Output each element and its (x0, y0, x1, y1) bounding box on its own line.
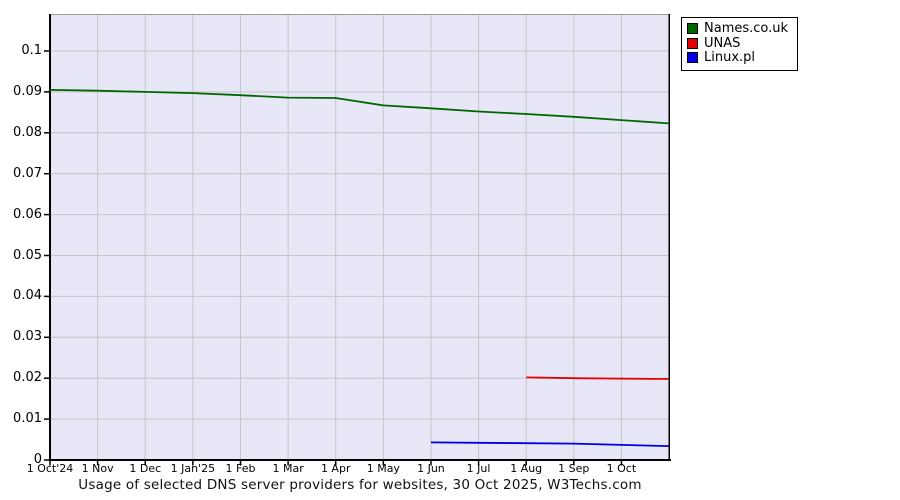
x-axis-tick-label: 1 Jun (417, 462, 445, 475)
y-axis-tick-label: 0.05 (13, 247, 42, 263)
x-axis-tick-label: 1 Oct (606, 462, 637, 475)
y-axis-tick-label: 0.07 (13, 165, 42, 181)
series-line-unas (526, 376, 670, 380)
x-axis-tick-label: 1 Mar (272, 462, 304, 475)
y-axis-tick-label: 0.06 (13, 206, 42, 222)
chart-title: Usage of selected DNS server providers f… (78, 477, 642, 493)
legend-item: Linux.pl (687, 51, 788, 65)
y-axis-tick-label: 0 (33, 452, 42, 467)
legend-label: Names.co.uk (704, 21, 789, 36)
legend-swatch-icon (687, 23, 698, 35)
legend-swatch-icon (687, 52, 698, 64)
y-axis-tick-label: 0.09 (13, 83, 42, 99)
series-line-names-co-uk (49, 89, 670, 125)
x-axis-tick-label: 1 Dec (129, 462, 162, 475)
x-axis-tick-label: 1 Sep (558, 462, 590, 475)
y-axis-tick-label: 0.01 (13, 411, 42, 427)
legend-item: Names.co.uk (687, 22, 788, 36)
x-axis-tick-label: 1 Nov (81, 462, 114, 475)
x-axis-tick-label: 1 Feb (225, 462, 256, 475)
x-axis-tick-label: 1 Apr (320, 462, 351, 475)
legend-swatch-icon (687, 37, 698, 49)
y-axis-tick-label: 0.08 (13, 124, 42, 140)
x-axis-tick-label: 1 Oct'24 (26, 462, 74, 475)
series-line-linux-pl (430, 441, 670, 447)
legend-label: Linux.pl (704, 50, 756, 65)
y-axis-tick-label: 0.03 (13, 329, 42, 345)
legend-label: UNAS (704, 35, 741, 51)
y-axis-tick-label: 0.1 (21, 43, 42, 58)
x-axis-tick-label: 1 May (366, 462, 400, 475)
y-axis-tick-label: 0.04 (13, 288, 42, 304)
legend: Names.co.uk UNAS Linux.pl (681, 17, 799, 71)
x-axis-tick-label: 1 Jul (466, 462, 491, 475)
legend-item: UNAS (687, 35, 788, 51)
x-axis-tick-label: 1 Aug (510, 462, 543, 475)
plot-area (50, 14, 670, 460)
y-axis-tick-label: 0.02 (13, 370, 42, 386)
x-axis-tick-label: 1 Jan'25 (170, 462, 216, 475)
